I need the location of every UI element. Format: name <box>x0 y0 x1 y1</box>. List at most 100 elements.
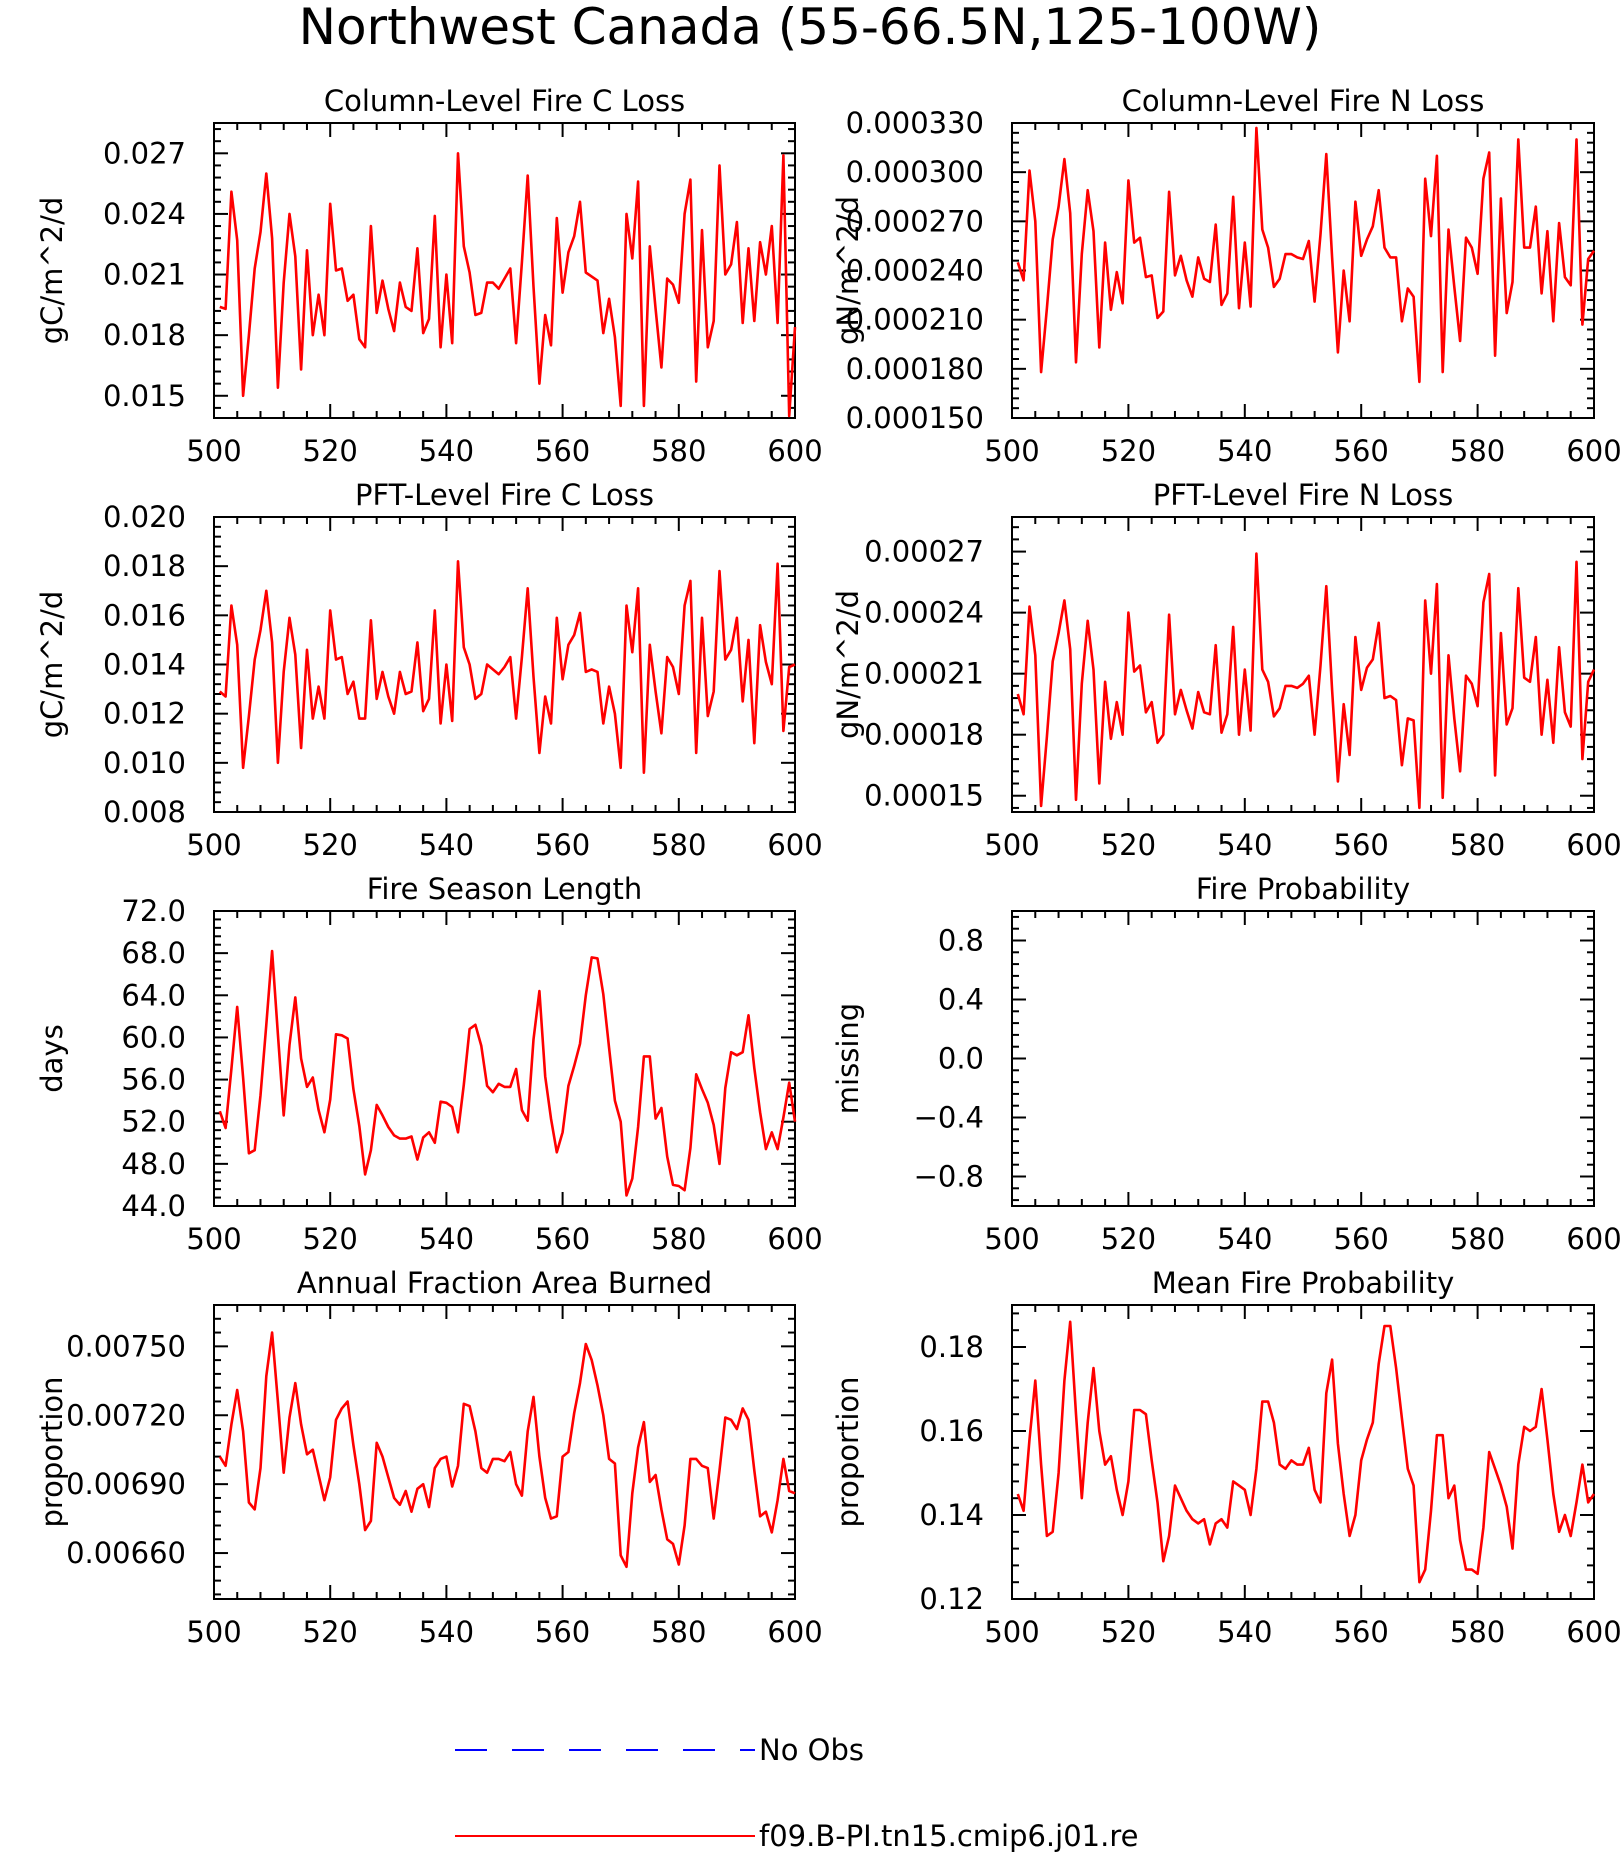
panel-title: Fire Probability <box>1196 872 1410 906</box>
x-tick-label: 520 <box>1101 434 1156 468</box>
panel-title: PFT-Level Fire N Loss <box>1153 478 1453 512</box>
x-tick-label: 560 <box>535 434 590 468</box>
x-tick-label: 560 <box>535 1615 590 1649</box>
y-tick-label: 0.0 <box>938 1042 984 1076</box>
y-axis-label: gN/m^2/d <box>831 196 865 345</box>
y-tick-label: 0.8 <box>938 924 984 958</box>
y-tick-label: 0.016 <box>103 598 186 632</box>
chart-panel: Mean Fire Probability proportion 500 520 540… <box>831 1266 1621 1649</box>
y-tick-label: −0.4 <box>914 1101 984 1135</box>
plot-frame <box>213 1304 796 1600</box>
x-tick-label: 540 <box>419 434 474 468</box>
y-tick-label: 0.018 <box>103 318 186 352</box>
series-line <box>219 152 797 418</box>
x-tick-label: 560 <box>1334 434 1389 468</box>
y-tick-label: 0.014 <box>103 648 186 682</box>
x-tick-label: 600 <box>1566 434 1621 468</box>
x-tick-label: 600 <box>1566 1222 1621 1256</box>
x-tick-label: 500 <box>984 1222 1039 1256</box>
panel-title: Column-Level Fire N Loss <box>1122 84 1485 118</box>
y-tick-label: 0.12 <box>919 1582 984 1616</box>
x-tick-label: 540 <box>1217 828 1272 862</box>
y-tick-label: 0.020 <box>103 500 186 534</box>
x-tick-label: 600 <box>767 828 822 862</box>
y-tick-label: 60.0 <box>121 1020 186 1054</box>
chart-panel: Fire Season Length days 500 520 540 560 580 600… <box>35 872 823 1256</box>
y-tick-label: 48.0 <box>121 1147 186 1181</box>
chart-panel: Column-Level Fire N Loss gN/m^2/d 500 520 54… <box>831 84 1621 468</box>
x-tick-label: 580 <box>651 1222 706 1256</box>
y-tick-label: −0.8 <box>914 1160 984 1194</box>
y-tick-label: 0.000240 <box>846 254 984 288</box>
x-tick-label: 520 <box>303 434 358 468</box>
panel-title: PFT-Level Fire C Loss <box>355 478 654 512</box>
plot-frame <box>213 122 796 419</box>
x-tick-label: 600 <box>767 1222 822 1256</box>
x-tick-label: 500 <box>984 434 1039 468</box>
y-tick-label: 0.000330 <box>846 106 984 140</box>
series-line <box>218 1331 796 1569</box>
y-tick-label: 0.010 <box>103 746 186 780</box>
series-line <box>218 559 796 775</box>
chart-panel: Fire Probability missing 500 520 540 560 580 60… <box>831 872 1621 1256</box>
y-tick-label: 0.000210 <box>846 303 984 337</box>
x-tick-label: 540 <box>1217 1615 1272 1649</box>
x-tick-label: 540 <box>419 1615 474 1649</box>
x-tick-label: 540 <box>419 828 474 862</box>
y-axis-label: days <box>35 1024 69 1092</box>
x-tick-label: 560 <box>1334 1222 1389 1256</box>
chart-panel: Annual Fraction Area Burned proportion 500… <box>35 1266 823 1649</box>
panel-title: Fire Season Length <box>367 872 642 906</box>
y-tick-label: 0.000300 <box>846 155 984 189</box>
x-tick-label: 560 <box>1334 1615 1389 1649</box>
y-tick-label: 0.027 <box>103 136 186 170</box>
y-tick-label: 72.0 <box>121 894 186 928</box>
y-axis-label: gC/m^2/d <box>35 591 69 739</box>
plot-frame <box>1011 1304 1595 1600</box>
y-tick-label: 0.00018 <box>864 718 984 752</box>
x-tick-label: 580 <box>651 828 706 862</box>
x-tick-label: 540 <box>1217 1222 1272 1256</box>
x-tick-label: 500 <box>186 1615 241 1649</box>
y-tick-label: 0.012 <box>103 697 186 731</box>
y-axis-label: proportion <box>831 1376 865 1527</box>
y-tick-label: 0.021 <box>103 258 186 292</box>
x-tick-label: 580 <box>1450 1222 1505 1256</box>
y-axis-label: proportion <box>35 1376 69 1527</box>
chart-panels: Column-Level Fire C Loss gC/m^2/d 500 520 54… <box>35 84 1621 1649</box>
y-tick-label: 68.0 <box>121 936 186 970</box>
series-line <box>218 949 797 1197</box>
y-tick-label: 0.00027 <box>864 535 984 569</box>
y-tick-label: 64.0 <box>121 978 186 1012</box>
x-tick-label: 600 <box>1566 1615 1621 1649</box>
y-tick-label: 44.0 <box>121 1189 186 1223</box>
y-tick-label: 56.0 <box>121 1063 186 1097</box>
y-axis-label: gC/m^2/d <box>35 197 69 345</box>
y-tick-label: 0.16 <box>919 1414 984 1448</box>
y-tick-label: 0.00015 <box>864 779 984 813</box>
x-tick-label: 580 <box>651 434 706 468</box>
y-tick-label: 0.14 <box>919 1498 984 1532</box>
x-tick-label: 600 <box>1566 828 1621 862</box>
y-tick-label: 0.00750 <box>66 1329 186 1363</box>
figure-title: Northwest Canada (55-66.5N,125-100W) <box>299 0 1322 56</box>
legend-obs-label: No Obs <box>759 1733 864 1767</box>
legend-model-label: f09.B-PI.tn15.cmip6.j01.re <box>759 1819 1138 1852</box>
series-line <box>1016 1320 1596 1584</box>
x-tick-label: 560 <box>535 1222 590 1256</box>
x-tick-label: 500 <box>984 828 1039 862</box>
legend: No Obs f09.B-PI.tn15.cmip6.j01.re <box>455 1733 1138 1852</box>
x-tick-label: 500 <box>186 828 241 862</box>
x-tick-label: 580 <box>651 1615 706 1649</box>
x-tick-label: 520 <box>1101 1222 1156 1256</box>
plot-frame <box>1011 516 1595 813</box>
panel-title: Mean Fire Probability <box>1152 1266 1455 1300</box>
y-tick-label: 0.00690 <box>66 1467 186 1501</box>
x-tick-label: 600 <box>767 434 822 468</box>
x-tick-label: 500 <box>186 1222 241 1256</box>
series-line <box>1016 126 1596 384</box>
x-tick-label: 520 <box>303 828 358 862</box>
x-tick-label: 560 <box>1334 828 1389 862</box>
